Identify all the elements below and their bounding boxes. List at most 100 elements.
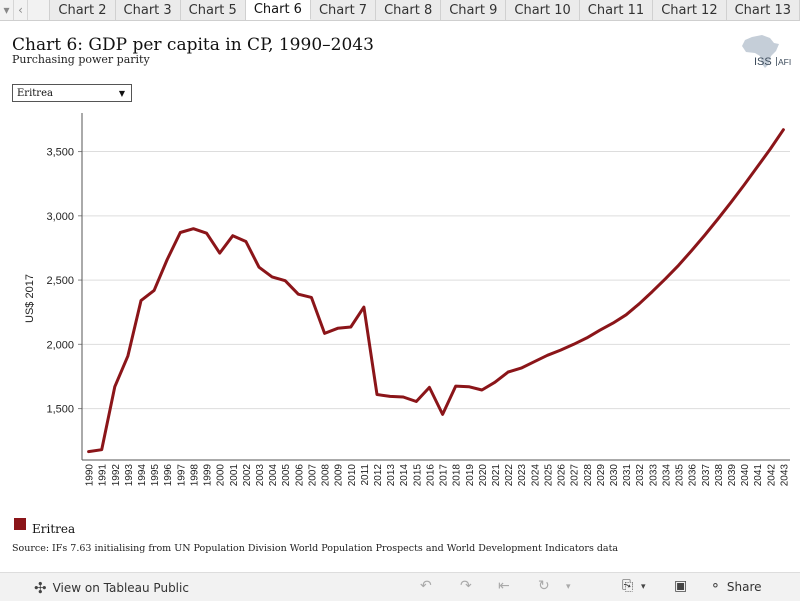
x-tick-label: 2030 xyxy=(609,464,620,487)
download-dropdown-icon[interactable]: ▾ xyxy=(641,582,646,592)
x-tick-label: 2010 xyxy=(347,464,358,487)
x-tick-label: 2031 xyxy=(622,464,633,487)
y-tick-label: 1,500 xyxy=(46,404,74,416)
x-tick-label: 2039 xyxy=(727,464,738,487)
x-tick-label: 2042 xyxy=(766,464,777,487)
x-tick-label: 2002 xyxy=(242,464,253,487)
tab-chart-8[interactable]: Chart 8 xyxy=(376,0,441,20)
x-tick-label: 2019 xyxy=(465,464,476,487)
y-tick-label: 2,000 xyxy=(46,339,74,351)
fullscreen-icon[interactable]: ▣ xyxy=(674,578,687,594)
tab-scroll-left-button[interactable]: ‹ xyxy=(14,0,28,20)
x-tick-label: 2021 xyxy=(491,464,502,487)
x-tick-label: 2005 xyxy=(281,464,292,487)
x-tick-label: 2001 xyxy=(229,464,240,487)
view-on-tableau-link[interactable]: ✣ View on Tableau Public xyxy=(34,579,189,597)
series-line-eritrea xyxy=(89,130,784,452)
tab-chart-6[interactable]: Chart 6 xyxy=(246,0,311,20)
x-tick-label: 2008 xyxy=(321,464,332,487)
x-tick-label: 2036 xyxy=(688,464,699,487)
x-tick-label: 2013 xyxy=(386,464,397,487)
x-tick-label: 2033 xyxy=(648,464,659,487)
tab-spacer xyxy=(28,0,50,20)
y-tick-labels: 1,500 2,000 2,500 3,000 3,500 xyxy=(46,147,74,416)
x-tick-label: 1999 xyxy=(203,464,214,487)
tab-chart-13[interactable]: Chart 13 xyxy=(727,0,800,20)
x-tick-label: 2000 xyxy=(216,464,227,487)
tab-chart-2[interactable]: Chart 2 xyxy=(50,0,115,20)
chart-subtitle: Purchasing power parity xyxy=(12,53,150,66)
chevron-down-icon: ▾ xyxy=(4,3,10,17)
x-tick-label: 2020 xyxy=(478,464,489,487)
refresh-icon[interactable]: ↻ xyxy=(538,578,550,594)
country-dropdown-value: Eritrea xyxy=(17,88,53,99)
refresh-dropdown-icon[interactable]: ▾ xyxy=(566,582,571,592)
x-tick-label: 2028 xyxy=(583,464,594,487)
x-tick-label: 2012 xyxy=(373,464,384,487)
tableau-icon: ✣ xyxy=(34,579,47,597)
x-tick-label: 2026 xyxy=(557,464,568,487)
x-tick-label: 2003 xyxy=(255,464,266,487)
y-axis-label: US$ 2017 xyxy=(24,274,36,323)
tab-chart-3[interactable]: Chart 3 xyxy=(116,0,181,20)
tab-chart-9[interactable]: Chart 9 xyxy=(441,0,506,20)
x-tick-label: 2032 xyxy=(635,464,646,487)
x-tick-label: 2025 xyxy=(543,464,554,487)
y-tick-label: 2,500 xyxy=(46,275,74,287)
chart-title: Chart 6: GDP per capita in CP, 1990–2043 xyxy=(12,35,374,55)
download-icon[interactable]: ⎘ xyxy=(622,578,633,594)
x-tick-label: 1994 xyxy=(137,464,148,487)
x-tick-label: 1996 xyxy=(163,464,174,487)
x-tick-label: 2027 xyxy=(570,464,581,487)
logo-text-iss: ISS xyxy=(754,56,772,68)
x-tick-label: 2007 xyxy=(307,464,318,487)
tab-strip: ▾ ‹ Chart 2 Chart 3 Chart 5 Chart 6 Char… xyxy=(0,0,800,21)
x-tick-label: 2043 xyxy=(779,464,790,487)
iss-africa-logo: ISS AFI xyxy=(738,34,792,70)
x-tick-label: 2015 xyxy=(412,464,423,487)
x-tick-label: 1993 xyxy=(124,464,135,487)
tab-chart-11[interactable]: Chart 11 xyxy=(580,0,653,20)
revert-icon[interactable]: ⇤ xyxy=(498,578,510,594)
y-tick-label: 3,000 xyxy=(46,211,74,223)
x-tick-label: 1992 xyxy=(111,464,122,487)
legend-label: Eritrea xyxy=(32,522,75,536)
x-tick-label: 2011 xyxy=(360,464,371,486)
y-tick-label: 3,500 xyxy=(46,147,74,159)
source-note: Source: IFs 7.63 initialising from UN Po… xyxy=(12,543,618,554)
tab-menu-button[interactable]: ▾ xyxy=(0,0,14,20)
x-tick-label: 1998 xyxy=(189,464,200,487)
legend: Eritrea xyxy=(14,512,75,536)
logo-text-afi: AFI xyxy=(778,57,791,67)
x-tick-label: 2004 xyxy=(268,464,279,487)
share-icon: ⚬ xyxy=(710,579,721,594)
x-tick-label: 2034 xyxy=(661,464,672,487)
x-tick-label: 2023 xyxy=(517,464,528,487)
country-dropdown[interactable]: Eritrea ▼ xyxy=(12,84,132,102)
dropdown-caret-icon: ▼ xyxy=(119,89,125,98)
series-eritrea xyxy=(88,130,783,452)
tab-chart-12[interactable]: Chart 12 xyxy=(653,0,726,20)
redo-icon[interactable]: ↷ xyxy=(460,578,472,594)
tab-chart-5[interactable]: Chart 5 xyxy=(181,0,246,20)
x-tick-label: 1991 xyxy=(98,464,109,487)
share-button[interactable]: ⚬ Share xyxy=(710,579,762,594)
undo-icon[interactable]: ↶ xyxy=(420,578,432,594)
tab-chart-10[interactable]: Chart 10 xyxy=(506,0,579,20)
x-tick-label: 2024 xyxy=(530,464,541,487)
x-tick-label: 2029 xyxy=(596,464,607,487)
x-tick-label: 1990 xyxy=(85,464,96,487)
x-tick-label: 1995 xyxy=(150,464,161,487)
axes xyxy=(78,113,790,460)
chevron-left-icon: ‹ xyxy=(18,3,23,17)
view-on-tableau-label: View on Tableau Public xyxy=(53,581,189,595)
x-tick-label: 1997 xyxy=(176,464,187,487)
x-tick-label: 2017 xyxy=(439,464,450,487)
x-tick-label: 2009 xyxy=(334,464,345,487)
tab-chart-7[interactable]: Chart 7 xyxy=(311,0,376,20)
x-tick-label: 2041 xyxy=(753,464,764,487)
tableau-toolbar: ✣ View on Tableau Public ↶ ↷ ⇤ ↻ ▾ ⎘ ▾ ▣… xyxy=(0,572,800,601)
share-label: Share xyxy=(727,580,762,594)
